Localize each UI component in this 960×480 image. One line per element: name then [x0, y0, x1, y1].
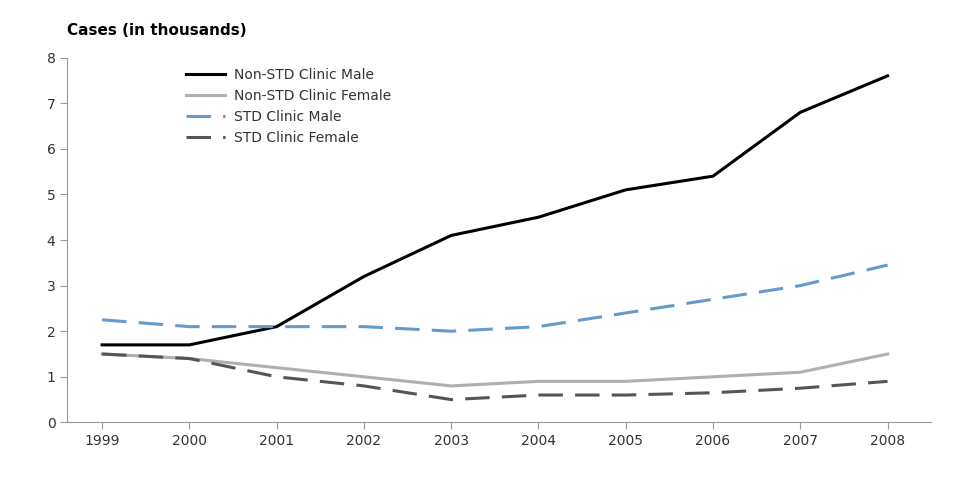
Non-STD Clinic Male [708, 173, 719, 179]
STD Clinic Male [445, 328, 457, 334]
STD Clinic Male [795, 283, 806, 288]
Non-STD Clinic Male [183, 342, 195, 348]
STD Clinic Male [96, 317, 108, 323]
STD Clinic Female [445, 396, 457, 402]
Non-STD Clinic Female [533, 378, 544, 384]
Non-STD Clinic Female [795, 370, 806, 375]
Line: Non-STD Clinic Male: Non-STD Clinic Male [102, 76, 888, 345]
Line: STD Clinic Male: STD Clinic Male [102, 265, 888, 331]
STD Clinic Male [620, 310, 632, 316]
STD Clinic Male [358, 324, 370, 330]
STD Clinic Female [183, 356, 195, 361]
STD Clinic Male [271, 324, 282, 330]
Non-STD Clinic Female [96, 351, 108, 357]
STD Clinic Male [183, 324, 195, 330]
STD Clinic Female [620, 392, 632, 398]
Non-STD Clinic Female [708, 374, 719, 380]
Text: Cases (in thousands): Cases (in thousands) [67, 24, 247, 38]
STD Clinic Female [358, 383, 370, 389]
Legend: Non-STD Clinic Male, Non-STD Clinic Female, STD Clinic Male, STD Clinic Female: Non-STD Clinic Male, Non-STD Clinic Fema… [186, 68, 391, 145]
Non-STD Clinic Male [445, 233, 457, 239]
Non-STD Clinic Male [795, 109, 806, 115]
STD Clinic Female [533, 392, 544, 398]
Non-STD Clinic Female [271, 365, 282, 371]
STD Clinic Female [96, 351, 108, 357]
STD Clinic Female [271, 374, 282, 380]
STD Clinic Male [533, 324, 544, 330]
STD Clinic Female [882, 378, 894, 384]
Non-STD Clinic Male [271, 324, 282, 330]
Non-STD Clinic Male [882, 73, 894, 79]
Non-STD Clinic Female [445, 383, 457, 389]
STD Clinic Female [795, 385, 806, 391]
Non-STD Clinic Female [183, 356, 195, 361]
STD Clinic Male [882, 262, 894, 268]
Non-STD Clinic Female [620, 378, 632, 384]
Non-STD Clinic Male [358, 274, 370, 279]
Non-STD Clinic Male [533, 215, 544, 220]
STD Clinic Female [708, 390, 719, 396]
STD Clinic Male [708, 297, 719, 302]
Line: STD Clinic Female: STD Clinic Female [102, 354, 888, 399]
Line: Non-STD Clinic Female: Non-STD Clinic Female [102, 354, 888, 386]
Non-STD Clinic Male [620, 187, 632, 193]
Non-STD Clinic Male [96, 342, 108, 348]
Non-STD Clinic Female [882, 351, 894, 357]
Non-STD Clinic Female [358, 374, 370, 380]
